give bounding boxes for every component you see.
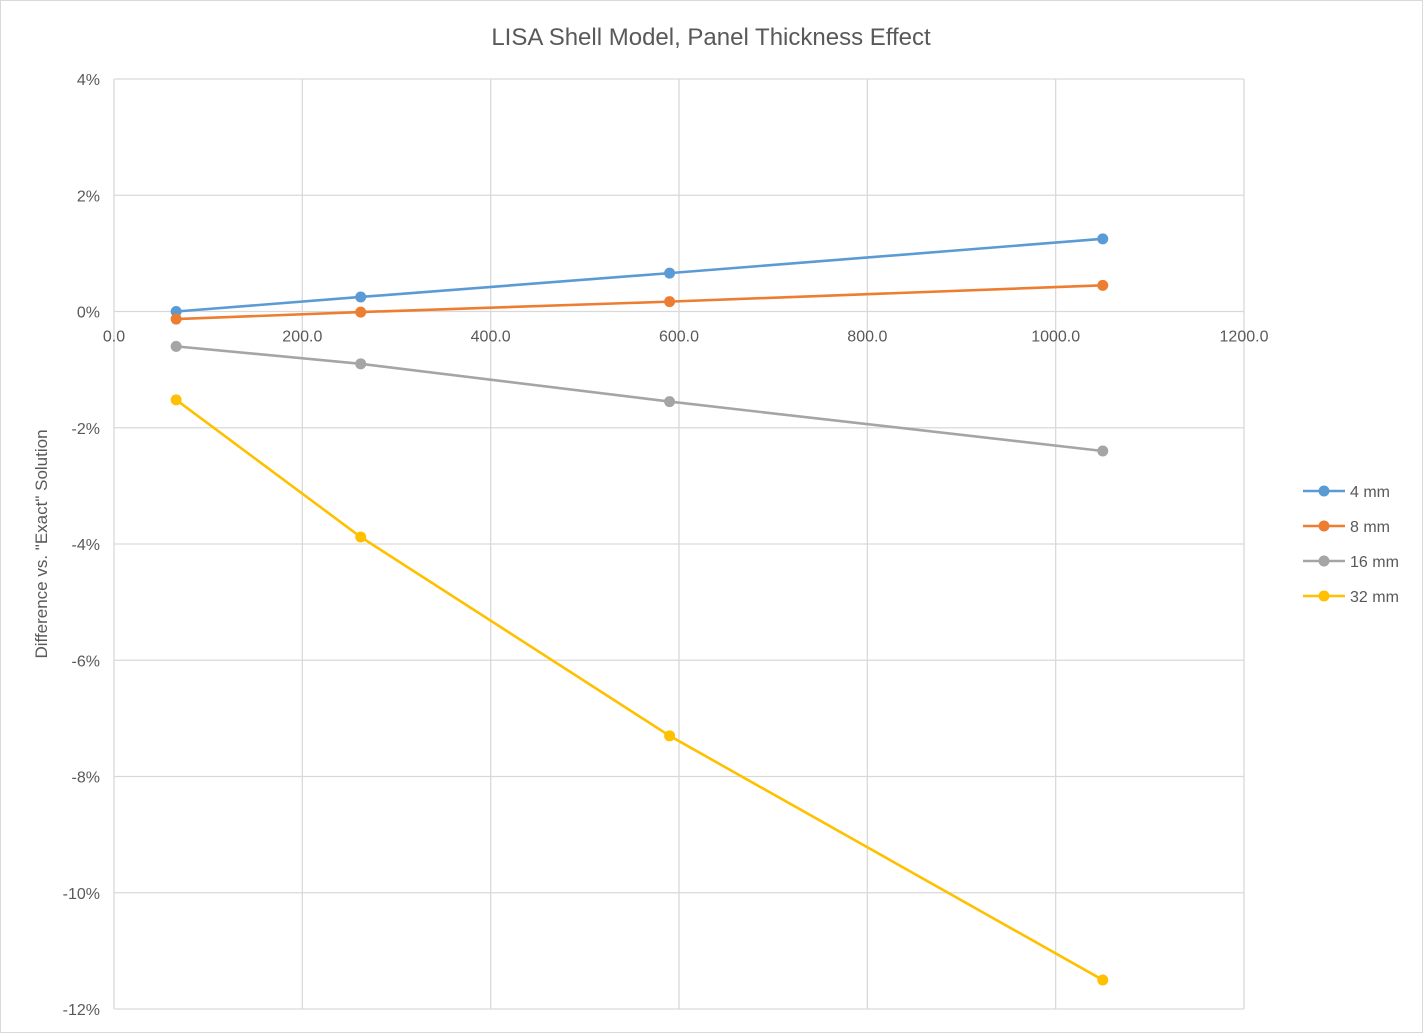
- data-point: [664, 396, 676, 408]
- data-point: [1097, 233, 1109, 245]
- legend-item: 16 mm: [1303, 554, 1399, 571]
- series-group: [170, 279, 1109, 325]
- series-line: [176, 345, 1103, 453]
- chart-title: LISA Shell Model, Panel Thickness Effect: [491, 24, 931, 51]
- data-point: [170, 306, 182, 317]
- x-tick-label: 400.0: [471, 329, 511, 346]
- data-point: [664, 730, 676, 742]
- legend-label: 32 mm: [1350, 589, 1399, 606]
- legend-item: 32 mm: [1303, 589, 1399, 606]
- legend-swatch-marker: [1318, 590, 1330, 602]
- gridlines: [113, 78, 1245, 1010]
- data-point: [355, 291, 367, 303]
- data-point: [355, 306, 367, 318]
- series-line: [176, 284, 1103, 321]
- y-tick-label: 4%: [77, 72, 100, 89]
- series-group: [170, 340, 1109, 457]
- legend-item: 4 mm: [1303, 484, 1390, 501]
- data-point: [1097, 279, 1109, 291]
- x-tick-label: 1200.0: [1220, 329, 1269, 346]
- y-tick-label: -6%: [72, 653, 100, 670]
- data-point: [1097, 445, 1109, 457]
- y-tick-label: -4%: [72, 537, 100, 554]
- y-tick-label: -2%: [72, 421, 100, 438]
- legend-label: 4 mm: [1350, 484, 1390, 501]
- y-tick-label: -12%: [63, 1002, 100, 1019]
- legend-swatch-marker: [1318, 485, 1330, 497]
- series-layer: [170, 233, 1109, 986]
- legend-item: 8 mm: [1303, 519, 1390, 536]
- data-point: [664, 267, 676, 279]
- legend-label: 16 mm: [1350, 554, 1399, 571]
- data-point: [664, 296, 676, 308]
- y-tick-label: 0%: [77, 305, 100, 322]
- data-point: [170, 394, 182, 406]
- data-point: [355, 358, 367, 370]
- data-point: [170, 340, 182, 352]
- legend-label: 8 mm: [1350, 519, 1390, 536]
- y-tick-label: -8%: [72, 770, 100, 787]
- series-group: [170, 394, 1109, 986]
- x-tick-label: 600.0: [659, 329, 699, 346]
- series-group: [170, 233, 1109, 317]
- legend: 4 mm 8 mm 16 mm 32 mm: [1303, 484, 1399, 606]
- x-tick-label: 800.0: [847, 329, 887, 346]
- y-axis-title: Difference vs. "Exact" Solution: [32, 429, 51, 658]
- legend-swatch-marker: [1318, 555, 1330, 567]
- y-tick-label: -10%: [63, 886, 100, 903]
- y-tick-label: 2%: [77, 188, 100, 205]
- data-point: [355, 531, 367, 543]
- series-line: [176, 237, 1103, 313]
- legend-swatch-marker: [1318, 520, 1330, 532]
- x-tick-label: 200.0: [282, 329, 322, 346]
- x-tick-label: 1000.0: [1031, 329, 1080, 346]
- x-tick-label: 0.0: [103, 329, 125, 346]
- data-point: [170, 313, 182, 325]
- axis-ticks: 0.0 200.0 400.0 600.0 800.0 1000.0 1200.0 4% 2% 0…: [63, 72, 1269, 1019]
- series-line: [175, 398, 1104, 982]
- data-point: [1097, 974, 1109, 986]
